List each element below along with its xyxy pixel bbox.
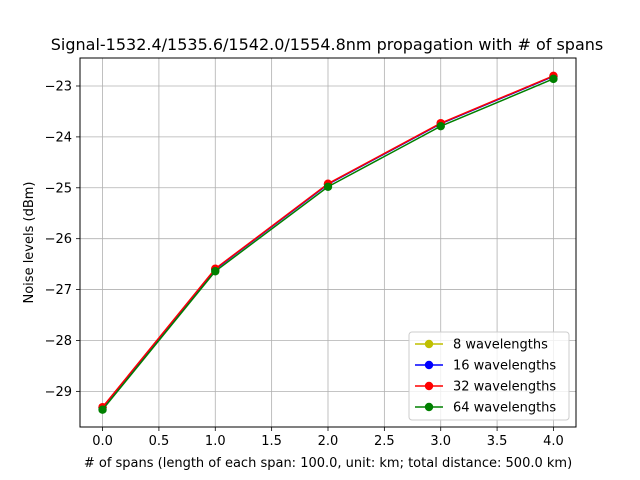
y-tick-label: −28: [45, 334, 72, 349]
x-tick-label: 0.0: [92, 434, 113, 449]
x-tick-label: 1.5: [261, 434, 282, 449]
y-tick-label: −27: [45, 283, 72, 298]
y-tick-label: −26: [45, 232, 72, 247]
legend-marker: [424, 360, 434, 370]
data-point: [323, 182, 333, 191]
legend-marker: [424, 339, 434, 349]
x-tick-label: 3.5: [487, 434, 508, 449]
legend-label: 16 wavelengths: [453, 359, 556, 374]
y-tick-label: −23: [45, 79, 72, 94]
x-axis: 0.0 0.5 1.0 1.5 2.0 2.5 3.0 3.5 4.0: [92, 427, 564, 449]
chart-title: Signal-1532.4/1535.6/1542.0/1554.8nm pro…: [51, 35, 603, 54]
x-axis-label: # of spans (length of each span: 100.0, …: [84, 456, 572, 471]
x-tick-label: 2.5: [374, 434, 395, 449]
legend-label: 8 wavelengths: [453, 338, 548, 353]
data-point: [436, 122, 445, 131]
y-tick-label: −24: [45, 130, 72, 145]
legend: 8 wavelengths 16 wavelengths 32 wavelength…: [408, 331, 570, 421]
legend-marker: [424, 402, 434, 412]
y-axis-label: Noise levels (dBm): [22, 182, 37, 304]
x-tick-label: 4.0: [543, 434, 564, 449]
x-tick-label: 1.0: [205, 434, 226, 449]
x-tick-label: 0.5: [149, 434, 170, 449]
x-tick-label: 2.0: [318, 434, 339, 449]
series-group: [98, 71, 558, 414]
legend-label: 32 wavelengths: [453, 380, 556, 395]
legend-marker: [424, 381, 434, 391]
legend-box: [408, 331, 570, 421]
series-4: [98, 74, 558, 414]
legend-label: 64 wavelengths: [453, 401, 556, 416]
data-point: [211, 267, 220, 276]
data-point: [98, 405, 107, 414]
data-point: [549, 74, 558, 84]
y-axis: −29 −28 −27 −26 −25 −24 −23: [45, 79, 80, 400]
x-tick-label: 3.0: [430, 434, 451, 449]
y-tick-label: −29: [45, 385, 72, 400]
y-tick-label: −25: [45, 181, 72, 196]
